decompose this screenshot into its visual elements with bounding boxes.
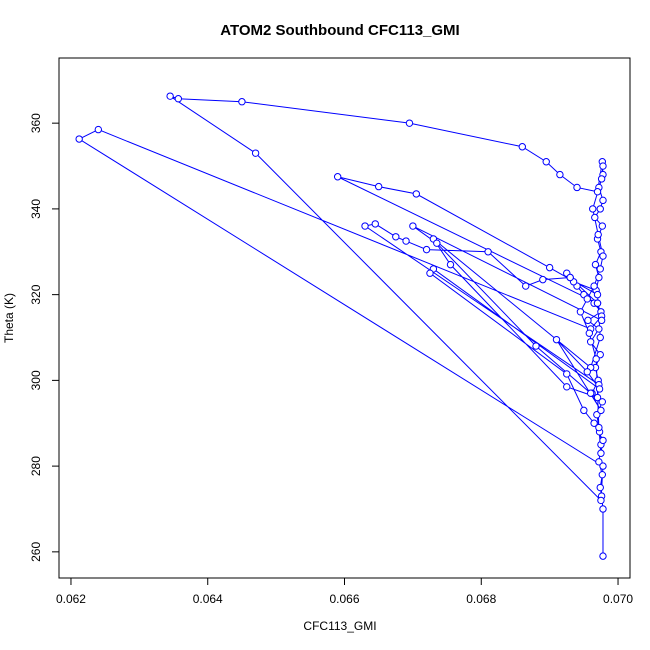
data-point bbox=[563, 383, 571, 391]
x-tick-label: 0.070 bbox=[603, 592, 633, 606]
data-point bbox=[596, 265, 604, 273]
data-point bbox=[251, 149, 260, 157]
data-point bbox=[597, 316, 606, 325]
data-point bbox=[597, 496, 605, 505]
data-point bbox=[446, 260, 455, 269]
data-point bbox=[593, 299, 602, 307]
data-point bbox=[599, 162, 607, 170]
y-tick-label: 300 bbox=[29, 370, 43, 390]
data-point bbox=[75, 135, 83, 143]
data-point bbox=[576, 308, 585, 316]
data-point bbox=[595, 273, 603, 282]
y-axis-label: Theta (K) bbox=[2, 293, 16, 343]
data-point bbox=[598, 470, 607, 479]
data-point bbox=[593, 290, 602, 299]
y-tick-label: 280 bbox=[29, 456, 43, 476]
data-point bbox=[426, 269, 434, 277]
data-point bbox=[371, 220, 379, 228]
chart-title: ATOM2 Southbound CFC113_GMI bbox=[220, 22, 459, 39]
data-point bbox=[580, 406, 588, 415]
x-tick-label: 0.068 bbox=[466, 592, 496, 606]
data-point bbox=[595, 385, 604, 393]
data-point bbox=[484, 248, 492, 256]
data-point bbox=[405, 119, 414, 127]
data-point bbox=[583, 295, 591, 303]
data-point bbox=[590, 282, 598, 290]
y-tick-label: 260 bbox=[29, 542, 43, 562]
data-point bbox=[573, 183, 581, 192]
data-point bbox=[597, 449, 605, 457]
data-point bbox=[583, 368, 591, 376]
data-point bbox=[596, 333, 604, 342]
data-point bbox=[532, 342, 540, 350]
data-point bbox=[374, 182, 383, 191]
data-point bbox=[174, 95, 183, 103]
data-point bbox=[599, 196, 607, 205]
y-tick-label: 320 bbox=[29, 284, 43, 304]
data-point bbox=[595, 423, 603, 432]
data-point bbox=[539, 275, 547, 284]
data-point bbox=[599, 505, 607, 513]
data-point bbox=[599, 552, 607, 560]
data-point bbox=[545, 263, 554, 272]
data-point bbox=[409, 222, 417, 230]
data-point bbox=[522, 282, 530, 290]
data-point bbox=[593, 188, 602, 196]
data-point bbox=[591, 260, 600, 269]
data-point bbox=[598, 398, 607, 406]
data-point bbox=[542, 158, 550, 166]
data-point bbox=[563, 370, 571, 378]
data-point bbox=[599, 436, 607, 445]
data-point bbox=[518, 143, 526, 151]
data-point bbox=[552, 335, 561, 344]
data-point bbox=[392, 233, 400, 241]
data-point bbox=[596, 483, 604, 492]
data-point bbox=[566, 273, 574, 282]
data-point bbox=[598, 222, 607, 230]
data-point bbox=[589, 205, 597, 213]
data-point bbox=[591, 213, 599, 222]
x-tick-label: 0.062 bbox=[56, 592, 86, 606]
data-point bbox=[592, 355, 600, 363]
data-point bbox=[595, 325, 603, 333]
data-point bbox=[586, 389, 595, 397]
x-axis-label: CFC113_GMI bbox=[303, 619, 376, 633]
data-point bbox=[586, 338, 595, 346]
x-tick-label: 0.064 bbox=[193, 592, 223, 606]
data-point bbox=[556, 170, 564, 179]
plot-frame bbox=[58, 57, 631, 579]
data-point bbox=[590, 419, 598, 427]
data-point bbox=[593, 393, 602, 402]
data-point bbox=[422, 245, 431, 254]
data-point bbox=[402, 237, 410, 245]
data-point bbox=[584, 316, 592, 325]
data-point bbox=[585, 329, 594, 337]
y-tick-label: 360 bbox=[29, 113, 43, 133]
data-point bbox=[238, 98, 246, 106]
data-point bbox=[333, 173, 342, 181]
data-point bbox=[166, 92, 174, 100]
data-point bbox=[596, 205, 604, 213]
y-tick-label: 340 bbox=[29, 199, 43, 219]
data-point bbox=[433, 239, 441, 247]
x-tick-label: 0.066 bbox=[329, 592, 359, 606]
data-point bbox=[597, 406, 605, 415]
data-point bbox=[597, 175, 606, 183]
data-point bbox=[94, 125, 103, 134]
data-point bbox=[599, 252, 607, 260]
data-point bbox=[594, 230, 602, 239]
data-point bbox=[599, 462, 607, 470]
data-point bbox=[361, 222, 369, 230]
data-point bbox=[412, 190, 421, 198]
data-line bbox=[78, 95, 604, 557]
